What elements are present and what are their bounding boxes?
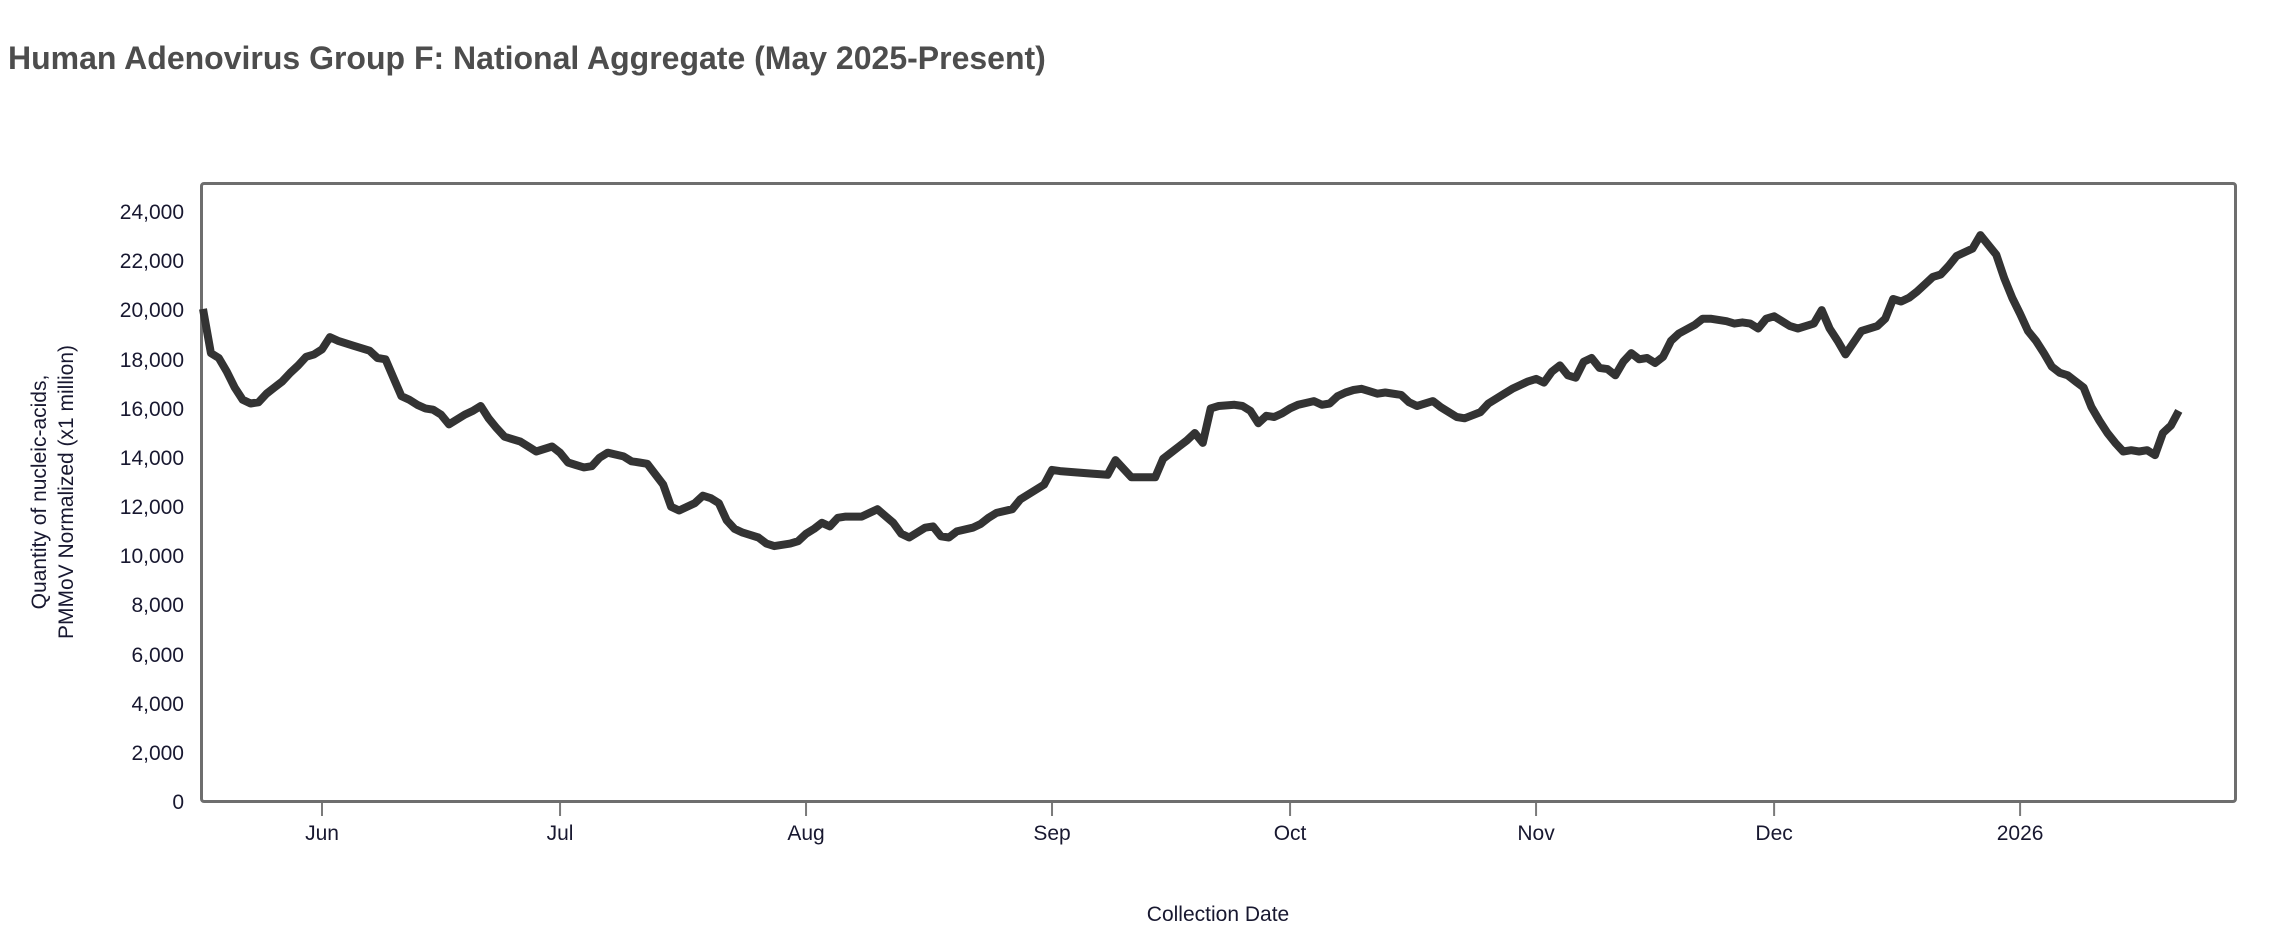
y-axis-title-line1: Quantity of nucleic-acids, — [28, 374, 51, 610]
x-tick-label: Nov — [1517, 822, 1555, 845]
x-tick-label: Jul — [546, 822, 574, 845]
y-tick-label: 10,000 — [119, 545, 184, 569]
x-tick-label: Dec — [1755, 822, 1793, 845]
x-tick-label: Aug — [787, 822, 825, 845]
x-tick-label: Jun — [305, 822, 339, 845]
y-tick-label: 14,000 — [119, 446, 184, 470]
data-line — [199, 231, 2183, 551]
x-tick-label: 2026 — [1996, 822, 2044, 845]
page-title: Human Adenovirus Group F: National Aggre… — [8, 40, 1046, 76]
x-axis-tick-marks — [321, 803, 2022, 816]
y-tick-label: 16,000 — [119, 397, 184, 421]
y-tick-label: 2,000 — [131, 741, 184, 765]
plot-area-frame — [200, 182, 2237, 803]
y-tick-label: 4,000 — [131, 692, 184, 716]
y-tick-label: 22,000 — [119, 250, 184, 274]
x-tick-label: Oct — [1273, 822, 1307, 845]
y-axis-title-line2: PMMoV Normalized (x1 million) — [55, 344, 78, 640]
y-tick-label: 8,000 — [131, 594, 184, 618]
y-axis-title: Quantity of nucleic-acids, PMMoV Normali… — [26, 345, 80, 639]
y-tick-label: 20,000 — [119, 299, 184, 323]
y-tick-label: 6,000 — [131, 643, 184, 667]
y-tick-label: 12,000 — [119, 496, 184, 519]
y-tick-label: 24,000 — [119, 201, 184, 224]
y-tick-label: 18,000 — [119, 348, 184, 372]
x-axis-title: Collection Date — [1146, 903, 1290, 926]
x-tick-label: Sep — [1033, 822, 1071, 845]
y-tick-label: 0 — [172, 791, 184, 814]
